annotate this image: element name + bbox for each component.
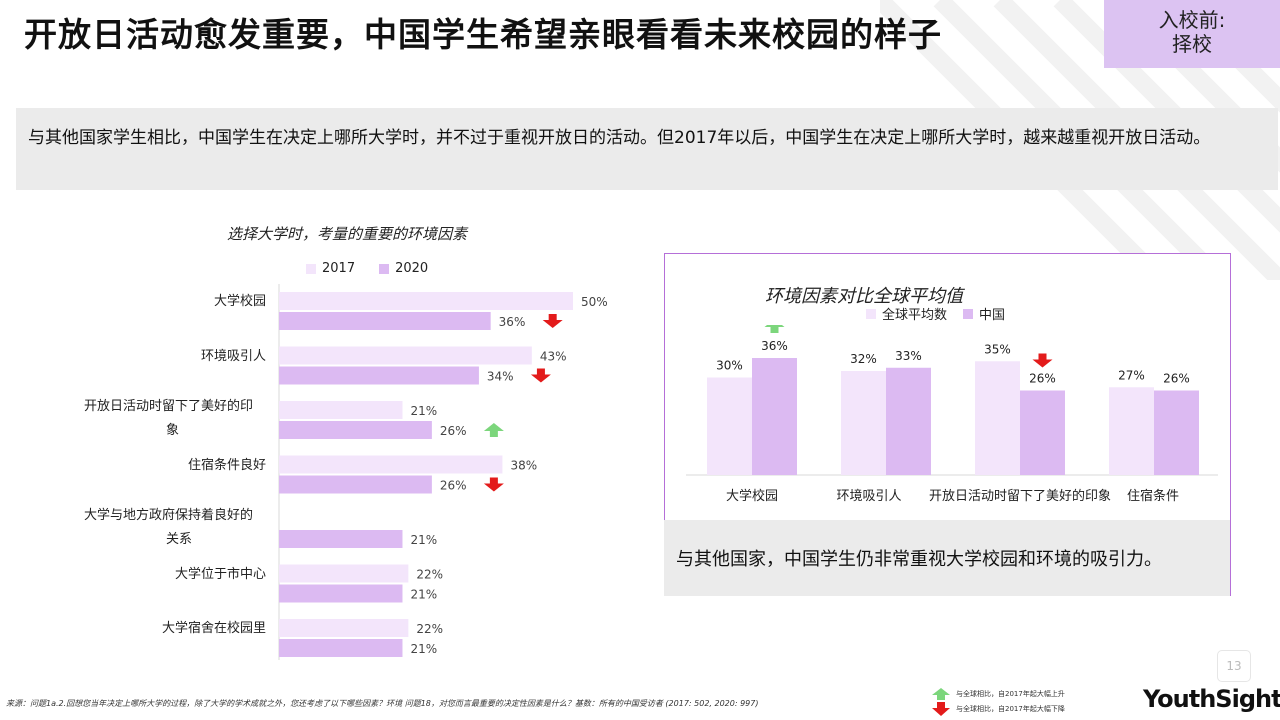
arrow-up-icon [932,688,950,700]
change-arrow-down-icon [530,368,551,383]
change-arrow-up-icon [764,325,785,333]
value-label-china: 36% [761,339,788,353]
legend-label-global: 全球平均数 [882,308,948,323]
key-up-label: 与全球相比，自2017年起大幅上升 [956,690,1065,698]
bar-2020 [279,475,432,494]
category-label-line: 象 [166,423,180,438]
value-label-2020: 34% [487,370,514,384]
value-label-2020: 36% [499,315,526,329]
bar-global [841,371,886,475]
left-chart-legend: 2017 2020 [306,261,428,276]
bar-2020 [279,530,403,548]
category-label-line: 关系 [166,532,193,547]
key-up: 与全球相比，自2017年起大幅上升 [932,688,1065,700]
value-label-2017: 43% [540,350,567,364]
right-bar-chart: 30% 36% 大学校园 32% 33% 环境吸引人 35% 26% 开放日活动时留下了美好的印… [686,325,1218,504]
value-label-global: 35% [984,342,1011,356]
bar-2020 [279,584,403,603]
value-label-global: 30% [716,359,743,373]
value-label-2020: 21% [410,588,437,602]
change-arrow-down-icon [542,314,563,328]
page-number: 13 [1217,650,1251,682]
category-label: 大学校园 [40,290,266,314]
legend-swatch-china [963,308,974,319]
legend-label-2017: 2017 [322,261,356,276]
bar-2020 [279,639,403,657]
legend-label-china: 中国 [979,308,1006,323]
summary-text: 与其他国家学生相比，中国学生在决定上哪所大学时，并不过于重视开放日的活动。但20… [16,108,1278,190]
change-arrow-down-icon [1032,353,1053,368]
value-label-2020: 21% [410,642,437,656]
value-label-2017: 22% [416,568,443,582]
value-label-china: 26% [1163,372,1190,386]
section-tag-line2: 择校 [1172,32,1212,56]
brand-logo: YouthSight [1143,685,1280,713]
value-label-2020: 26% [440,424,467,438]
bar-global [1109,387,1154,475]
category-label-line: 环境吸引人 [200,348,266,364]
category-label: 开放日活动时留下了美好的印象 [84,395,274,443]
value-label-china: 26% [1029,372,1056,386]
category-label: 开放日活动时留下了美好的印象 [929,488,1111,504]
value-label-global: 27% [1118,368,1145,382]
left-bar-chart: 50%36%43%34%21%26%38%26%21%22%21%22%21% [278,284,608,660]
category-label: 大学与地方政府保持着良好的关系 [84,504,274,552]
bar-global [975,361,1020,475]
bar-china [752,358,797,475]
bar-2020 [279,421,432,439]
category-label-line: 大学校园 [213,294,266,309]
category-label-line: 开放日活动时留下了美好的印 [84,399,254,414]
bar-china [886,367,931,475]
value-label-2017: 38% [510,459,537,473]
section-tag-line1: 入校前: [1158,8,1226,32]
bar-2017 [279,564,409,583]
category-label: 环境吸引人 [836,489,901,504]
category-label: 大学校园 [726,488,778,504]
category-label: 大学位于市中心 [40,563,266,587]
key-down: 与全球相比，自2017年起大幅下降 [932,702,1065,716]
category-label: 住宿条件 [1127,488,1179,504]
value-label-global: 32% [850,352,877,366]
change-arrow-down-icon [483,477,504,492]
category-label-line: 大学与地方政府保持着良好的 [84,508,254,523]
section-tag: 入校前: 择校 [1104,0,1280,68]
bar-2017 [279,346,532,365]
bar-2017 [279,619,409,637]
value-label-2020: 26% [440,479,467,493]
value-label-2017: 21% [410,404,437,418]
bar-2020 [279,312,491,330]
category-label: 住宿条件良好 [40,454,266,478]
value-label-2020: 21% [410,533,437,547]
legend-swatch-2017 [306,263,316,274]
bar-2017 [279,401,403,419]
bar-china [1020,390,1065,475]
bar-2017 [279,292,573,310]
value-label-2017: 50% [581,295,608,309]
legend-label-2020: 2020 [395,261,429,276]
bar-2020 [279,366,479,385]
category-label-line: 大学位于市中心 [174,566,266,582]
key-down-label: 与全球相比，自2017年起大幅下降 [956,705,1065,713]
legend-swatch-global [866,308,876,319]
source-note: 来源：问题1a.2.回想您当年决定上哪所大学的过程，除了大学的学术成就之外，您还… [6,699,759,708]
bar-global [707,377,752,475]
arrow-down-icon [932,702,950,716]
category-label: 环境吸引人 [40,345,266,369]
bar-2017 [279,455,503,474]
right-chart-legend: 全球平均数 中国 [866,304,1005,323]
category-label-line: 住宿条件良好 [187,457,266,473]
legend-swatch-2020 [379,263,390,274]
category-label: 大学宿舍在校园里 [40,617,266,641]
value-label-2017: 22% [416,622,443,636]
right-chart-title: 环境因素对比全球平均值 [765,286,963,307]
bar-china [1154,390,1199,475]
change-arrow-up-icon [483,423,504,437]
value-label-china: 33% [895,349,922,363]
category-label-line: 大学宿舍在校园里 [161,621,266,636]
left-chart-title: 选择大学时，考量的重要的环境因素 [227,225,468,243]
right-note: 与其他国家，中国学生仍非常重视大学校园和环境的吸引力。 [664,520,1230,596]
page-title: 开放日活动愈发重要，中国学生希望亲眼看看未来校园的样子 [24,15,942,54]
